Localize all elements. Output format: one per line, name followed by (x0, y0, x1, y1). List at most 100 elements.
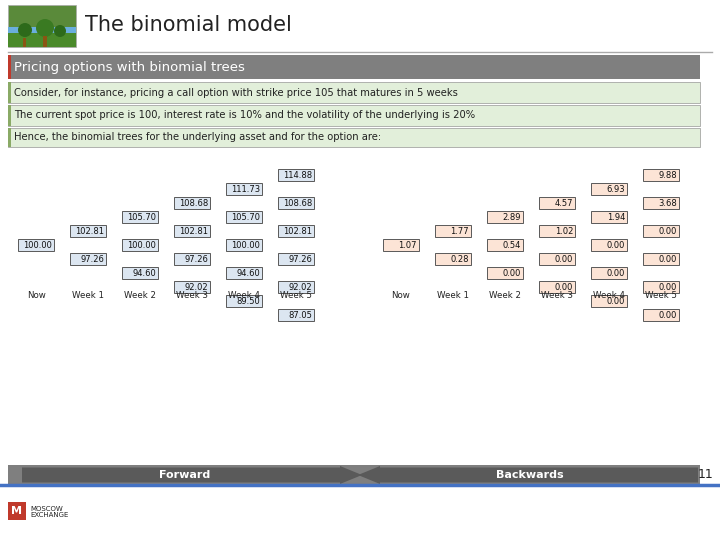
Text: 97.26: 97.26 (288, 254, 312, 264)
Bar (591, 295, 627, 307)
Bar (539, 281, 575, 293)
Bar (643, 281, 679, 293)
Text: Hence, the binomial trees for the underlying asset and for the option are:: Hence, the binomial trees for the underl… (14, 132, 381, 143)
Bar (278, 169, 314, 181)
Text: Week 4: Week 4 (593, 291, 625, 300)
Bar (278, 309, 314, 321)
Bar (8, 465, 700, 485)
Text: 0.00: 0.00 (554, 282, 573, 292)
Text: Week 5: Week 5 (645, 291, 677, 300)
Text: 3.68: 3.68 (658, 199, 677, 207)
Text: 0.00: 0.00 (659, 254, 677, 264)
Text: 108.68: 108.68 (179, 199, 208, 207)
Bar (8, 55, 700, 79)
Text: 0.00: 0.00 (659, 226, 677, 235)
Text: 9.88: 9.88 (658, 171, 677, 179)
Bar (174, 197, 210, 209)
Bar (643, 197, 679, 209)
Text: Pricing options with binomial trees: Pricing options with binomial trees (14, 60, 245, 73)
Text: MOSCOW: MOSCOW (30, 506, 63, 512)
Text: 92.02: 92.02 (289, 282, 312, 292)
Text: 87.05: 87.05 (288, 310, 312, 320)
Text: 0.00: 0.00 (659, 310, 677, 320)
Bar (487, 211, 523, 223)
Bar (8, 502, 26, 520)
Bar (8, 27, 76, 47)
Bar (591, 211, 627, 223)
Bar (278, 281, 314, 293)
Text: Week 1: Week 1 (72, 291, 104, 300)
FancyArrow shape (22, 466, 362, 484)
Text: M: M (11, 506, 22, 516)
FancyArrow shape (358, 466, 698, 484)
Bar (435, 225, 471, 237)
Text: 94.60: 94.60 (236, 268, 260, 278)
Bar (591, 267, 627, 279)
Text: Week 4: Week 4 (228, 291, 260, 300)
Text: The current spot price is 100, interest rate is 10% and the volatility of the un: The current spot price is 100, interest … (14, 111, 475, 120)
Text: 100.00: 100.00 (23, 240, 52, 249)
Bar (278, 225, 314, 237)
Text: 108.68: 108.68 (283, 199, 312, 207)
Bar (8, 55, 11, 79)
Text: 0.00: 0.00 (659, 282, 677, 292)
Bar (278, 197, 314, 209)
Bar (122, 211, 158, 223)
Text: 1.94: 1.94 (607, 213, 625, 221)
Bar (70, 225, 106, 237)
Bar (487, 239, 523, 251)
Text: Week 2: Week 2 (489, 291, 521, 300)
Bar (226, 183, 262, 195)
Text: 0.00: 0.00 (607, 268, 625, 278)
Bar (226, 211, 262, 223)
Bar (643, 253, 679, 265)
Bar (487, 267, 523, 279)
Bar (643, 225, 679, 237)
Text: 4.57: 4.57 (554, 199, 573, 207)
Text: 94.60: 94.60 (132, 268, 156, 278)
Text: EXCHANGE: EXCHANGE (30, 512, 68, 518)
Text: Backwards: Backwards (496, 470, 564, 480)
Circle shape (18, 23, 32, 37)
Bar (435, 253, 471, 265)
Bar (8, 82, 11, 103)
Bar (8, 82, 700, 103)
Bar (383, 239, 419, 251)
Text: Week 3: Week 3 (541, 291, 573, 300)
Text: 0.54: 0.54 (503, 240, 521, 249)
Bar (174, 225, 210, 237)
Bar (174, 253, 210, 265)
Text: 100.00: 100.00 (127, 240, 156, 249)
Bar (174, 281, 210, 293)
Text: 89.50: 89.50 (236, 296, 260, 306)
Bar (226, 267, 262, 279)
Text: 105.70: 105.70 (231, 213, 260, 221)
Text: 105.70: 105.70 (127, 213, 156, 221)
Bar (591, 183, 627, 195)
Text: 11: 11 (698, 469, 714, 482)
Text: 0.00: 0.00 (607, 296, 625, 306)
Text: 92.02: 92.02 (184, 282, 208, 292)
Bar (8, 128, 700, 147)
Text: 1.77: 1.77 (451, 226, 469, 235)
Text: 102.81: 102.81 (179, 226, 208, 235)
Text: The binomial model: The binomial model (85, 15, 292, 35)
Circle shape (54, 25, 66, 37)
Text: 0.00: 0.00 (554, 254, 573, 264)
Bar (539, 225, 575, 237)
Bar (23, 38, 26, 47)
Text: Week 1: Week 1 (437, 291, 469, 300)
Bar (8, 105, 11, 126)
Bar (8, 5, 76, 47)
Text: Consider, for instance, pricing a call option with strike price 105 that matures: Consider, for instance, pricing a call o… (14, 87, 458, 98)
Bar (43, 36, 47, 47)
Bar (226, 295, 262, 307)
Bar (539, 253, 575, 265)
Bar (8, 128, 11, 147)
Text: 102.81: 102.81 (283, 226, 312, 235)
Bar (643, 309, 679, 321)
Text: 1.02: 1.02 (554, 226, 573, 235)
Text: Now: Now (392, 291, 410, 300)
Text: Week 3: Week 3 (176, 291, 208, 300)
Text: Week 2: Week 2 (124, 291, 156, 300)
